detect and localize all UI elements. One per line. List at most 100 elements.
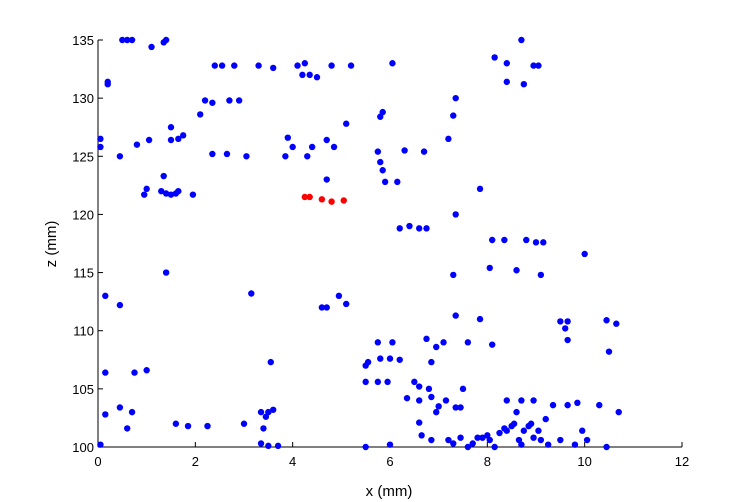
y-axis-label: z (mm) <box>43 221 60 268</box>
y-tick-label: 125 <box>72 149 94 164</box>
data-point <box>374 339 382 346</box>
y-tick-label: 135 <box>72 33 94 48</box>
data-point <box>162 190 170 197</box>
data-point <box>270 64 277 72</box>
data-point <box>406 222 413 230</box>
data-point <box>301 60 309 67</box>
data-point <box>394 178 401 186</box>
y-tick-label: 100 <box>72 440 94 455</box>
data-point <box>218 62 226 69</box>
data-point <box>486 436 493 444</box>
data-point <box>581 250 588 258</box>
x-tick-label: 8 <box>484 454 491 469</box>
data-point <box>162 36 170 44</box>
data-point <box>613 320 620 327</box>
data-point <box>167 124 175 131</box>
data-point <box>496 429 503 437</box>
data-point <box>189 191 197 198</box>
data-point <box>184 422 192 430</box>
axes: 0 2 4 6 8 10 12 100 105 110 115 120 125 130 135 <box>72 33 689 469</box>
data-point <box>330 143 338 151</box>
data-point <box>503 78 510 86</box>
y-tick-label: 105 <box>72 382 94 397</box>
data-point <box>209 150 216 158</box>
x-tick-label: 10 <box>577 454 591 469</box>
data-point <box>323 176 330 183</box>
data-point <box>374 378 382 386</box>
data-point <box>457 404 464 411</box>
data-point <box>518 397 525 404</box>
data-point <box>396 225 403 232</box>
data-point <box>386 441 394 448</box>
data-point <box>377 158 384 166</box>
data-point <box>428 393 435 401</box>
data-point <box>510 420 518 427</box>
data-point <box>323 136 330 144</box>
data-point <box>532 239 540 246</box>
data-point <box>97 135 104 143</box>
data-point <box>145 136 153 144</box>
data-point <box>603 443 610 451</box>
data-point <box>476 315 484 323</box>
data-point <box>282 153 289 160</box>
data-point <box>119 36 126 44</box>
data-point <box>523 236 530 244</box>
data-point <box>445 436 452 444</box>
data-point <box>420 148 428 155</box>
data-point <box>141 191 148 198</box>
data-point <box>131 369 138 376</box>
data-point <box>148 43 155 51</box>
data-point <box>474 434 481 441</box>
data-point <box>544 441 552 448</box>
data-point <box>128 36 136 44</box>
data-point <box>102 292 109 300</box>
data-point <box>571 441 579 448</box>
data-point <box>428 436 435 444</box>
y-tick-label: 110 <box>73 324 94 339</box>
data-point <box>423 335 430 343</box>
data-point <box>318 196 326 203</box>
data-point <box>440 339 447 346</box>
x-tick-label: 6 <box>386 454 393 469</box>
data-point <box>308 143 316 151</box>
data-point <box>158 187 165 195</box>
x-tick-label: 2 <box>192 454 199 469</box>
data-point <box>423 225 430 232</box>
y-tick-label: 130 <box>72 91 94 106</box>
data-point <box>362 443 369 451</box>
data-point <box>104 80 111 88</box>
data-point <box>403 394 411 402</box>
data-point <box>172 420 180 427</box>
data-point <box>299 71 306 79</box>
data-point <box>605 348 613 355</box>
data-point <box>304 153 311 160</box>
data-point <box>396 356 403 363</box>
data-point <box>116 404 124 411</box>
data-point <box>401 147 408 154</box>
data-point <box>257 440 265 447</box>
data-point <box>313 74 321 81</box>
data-point <box>116 301 124 309</box>
data-point <box>389 339 396 346</box>
data-point <box>464 339 472 346</box>
data-point <box>540 239 547 246</box>
data-point <box>374 148 382 155</box>
data-point <box>450 112 457 119</box>
data-point <box>428 358 435 366</box>
data-point <box>260 425 267 432</box>
data-point <box>335 292 343 300</box>
data-point <box>418 432 425 439</box>
data-point <box>574 399 581 407</box>
data-point <box>564 336 571 344</box>
data-point <box>416 383 423 390</box>
data-point <box>243 153 250 160</box>
data-point <box>204 422 211 430</box>
data-point <box>343 300 350 308</box>
y-tick-label: 115 <box>73 266 94 281</box>
data-point <box>102 369 109 376</box>
data-point <box>476 185 484 193</box>
data-point <box>143 367 150 374</box>
data-point <box>459 385 467 393</box>
data-point <box>530 397 537 404</box>
data-point <box>433 408 440 416</box>
